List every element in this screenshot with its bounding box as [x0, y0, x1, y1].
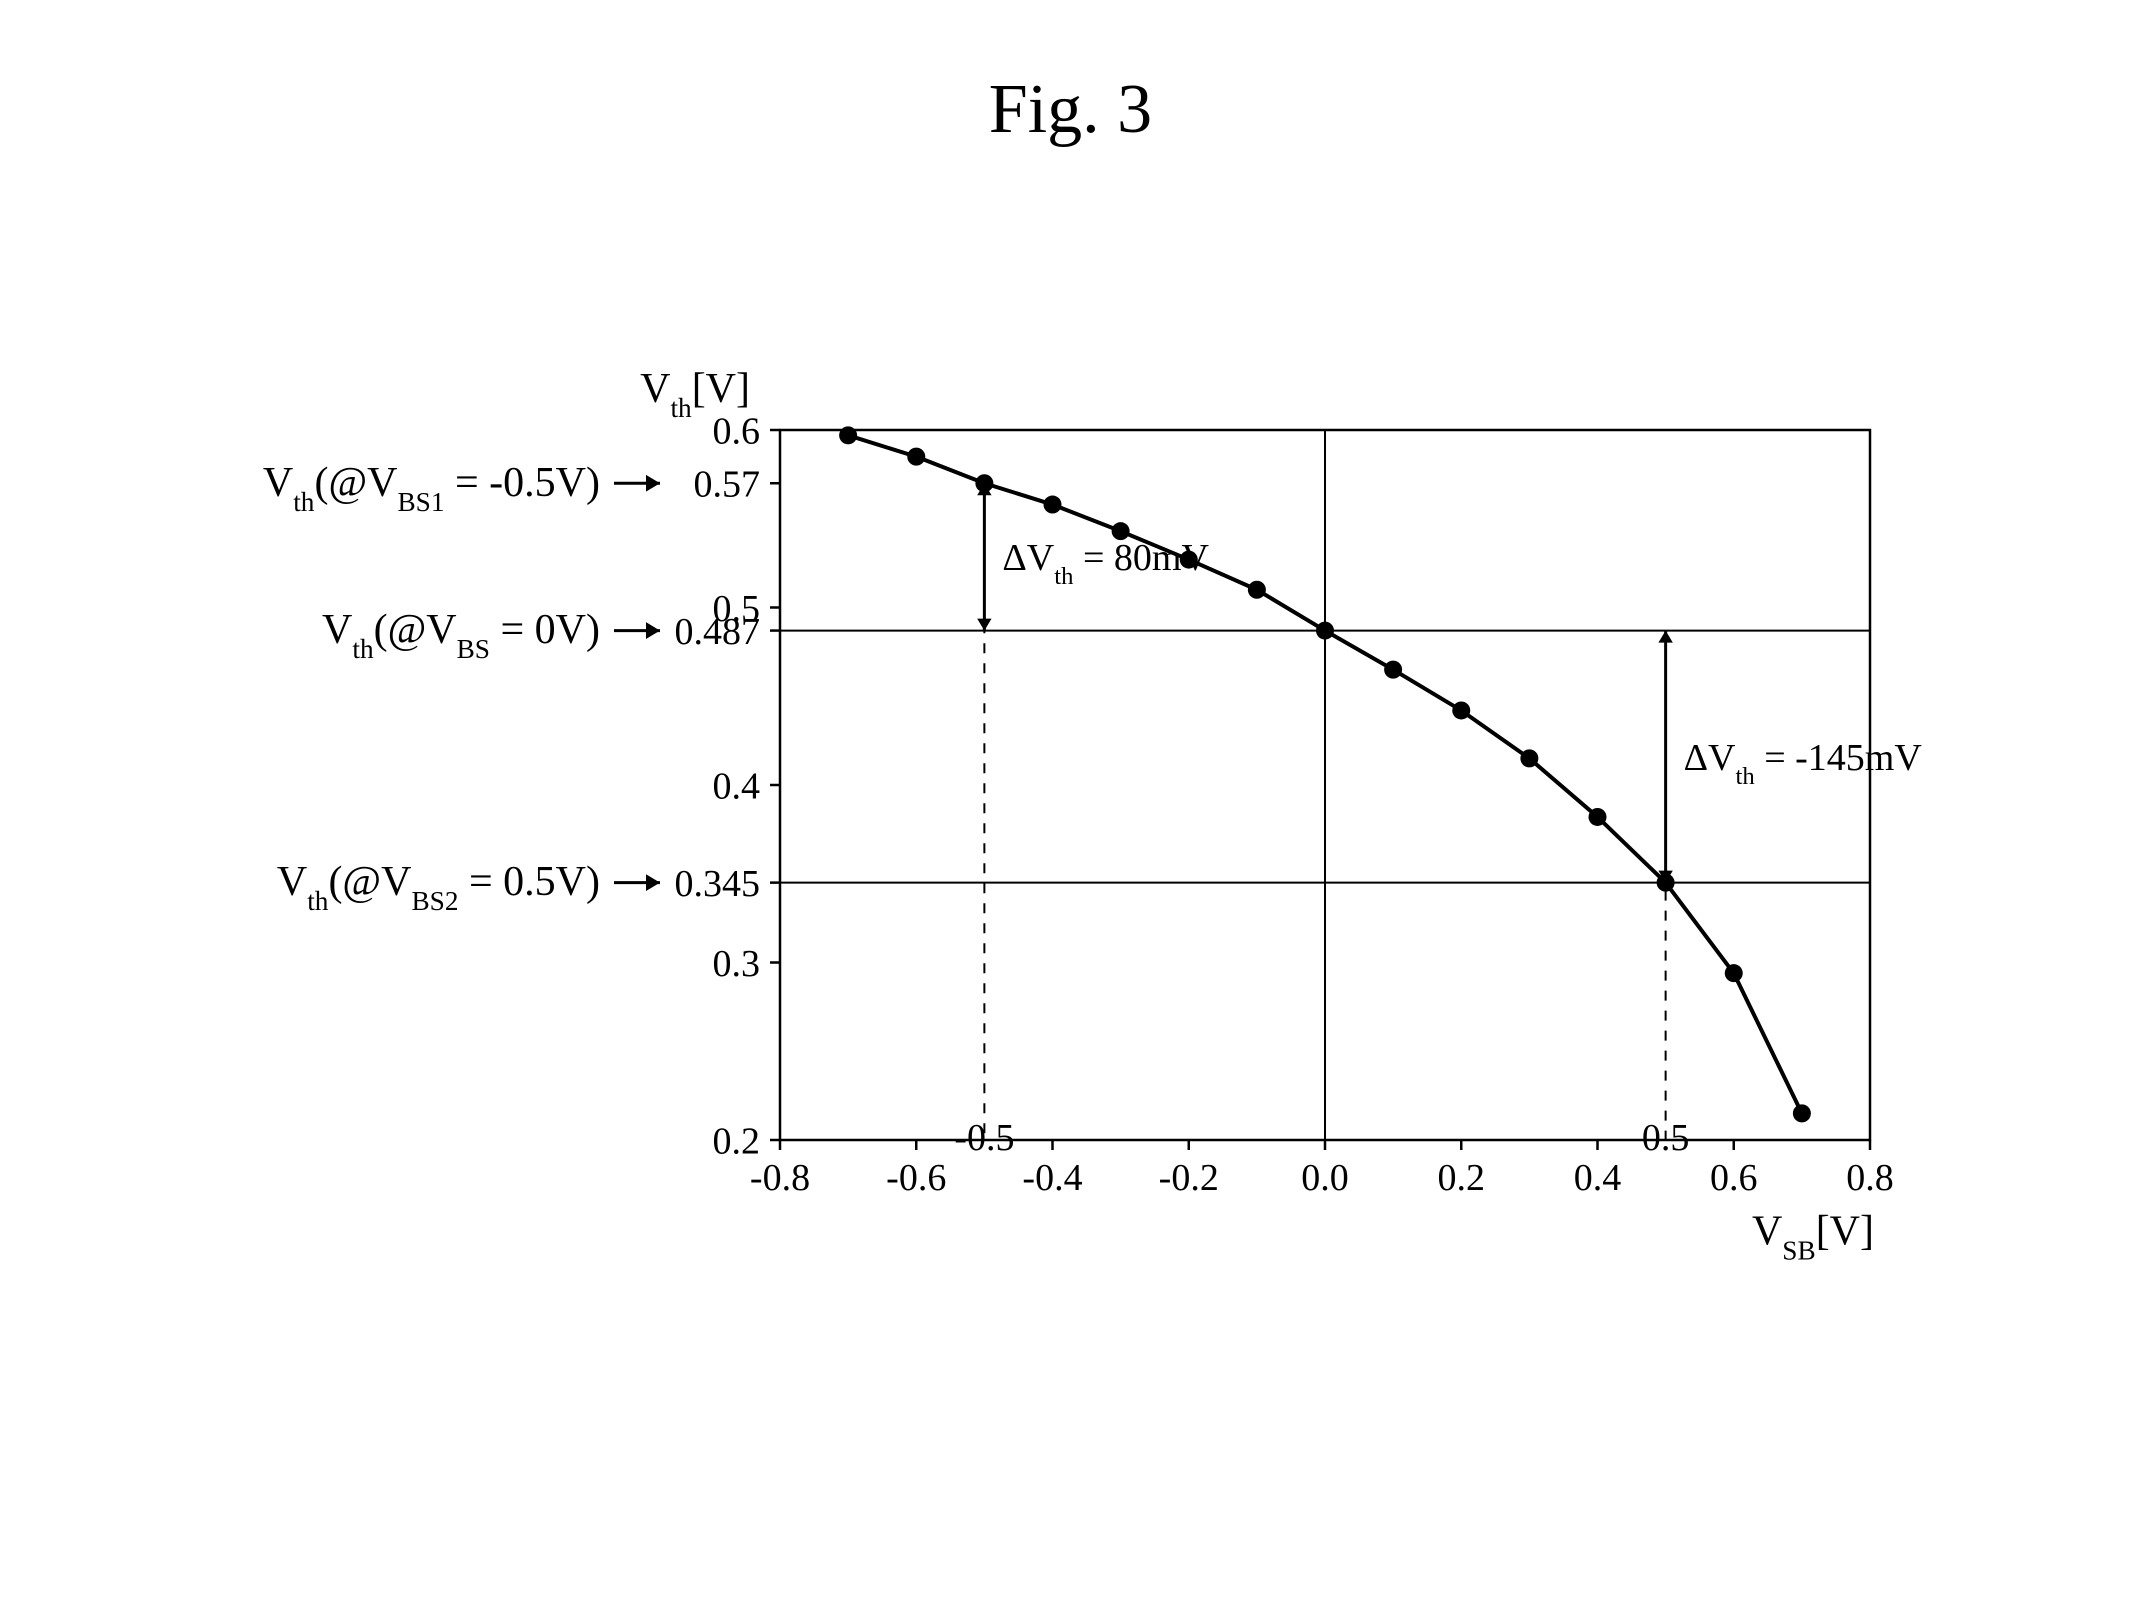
- data-point: [1725, 964, 1743, 982]
- x-tick-label: -0.4: [1022, 1157, 1082, 1199]
- y-tick-label: 0.3: [713, 943, 761, 985]
- data-point: [839, 426, 857, 444]
- x-tick-label: 0.6: [1710, 1157, 1758, 1199]
- extra-x-label: -0.5: [954, 1117, 1014, 1159]
- x-axis-title: VSB[V]: [1752, 1209, 1874, 1266]
- x-tick-label: 0.2: [1438, 1157, 1486, 1199]
- vth-vs-vsb-chart: -0.8 -0.6 -0.4 -0.2 0.0 0.2 0.4 0.6 0.8 -0.5 0.5 0.…: [0, 0, 2141, 1609]
- x-tick-label: 0.8: [1846, 1157, 1894, 1199]
- data-point: [1384, 661, 1402, 679]
- y-tick-label: 0.6: [713, 410, 761, 452]
- callout-text: Vth(@VBS = 0V): [322, 607, 600, 664]
- left-callout-2: Vth(@VBS2 = 0.5V): [277, 859, 660, 916]
- figure-title: Fig. 3: [0, 70, 2141, 150]
- data-point: [1520, 749, 1538, 767]
- x-tick-label: 0.4: [1574, 1157, 1622, 1199]
- left-callout-0: Vth(@VBS1 = -0.5V): [263, 460, 660, 517]
- x-tick-label: -0.8: [750, 1157, 810, 1199]
- data-point: [1452, 701, 1470, 719]
- data-point: [1044, 496, 1062, 514]
- data-point: [1248, 581, 1266, 599]
- delta-annotation-0: ΔVth = 80mV: [977, 483, 1209, 630]
- data-point: [1316, 622, 1334, 640]
- y-extra-tick-label: 0.57: [694, 464, 761, 506]
- extra-x-label: 0.5: [1642, 1117, 1690, 1159]
- y-tick-label: 0.4: [713, 765, 761, 807]
- delta-label: ΔVth = -145mV: [1684, 737, 1923, 790]
- y-tick-label: 0.2: [713, 1120, 761, 1162]
- data-point: [1589, 808, 1607, 826]
- y-extra-tick-label: 0.345: [675, 863, 761, 905]
- data-point: [1793, 1104, 1811, 1122]
- y-extra-tick-label: 0.487: [675, 611, 761, 653]
- x-tick-label: 0.0: [1301, 1157, 1349, 1199]
- x-tick-label: -0.2: [1159, 1157, 1219, 1199]
- callout-text: Vth(@VBS1 = -0.5V): [263, 460, 600, 517]
- delta-label: ΔVth = 80mV: [1002, 537, 1209, 590]
- delta-annotation-1: ΔVth = -145mV: [1658, 631, 1922, 883]
- x-tick-label: -0.6: [886, 1157, 946, 1199]
- callout-text: Vth(@VBS2 = 0.5V): [277, 859, 600, 916]
- data-point: [907, 448, 925, 466]
- left-callout-1: Vth(@VBS = 0V): [322, 607, 660, 664]
